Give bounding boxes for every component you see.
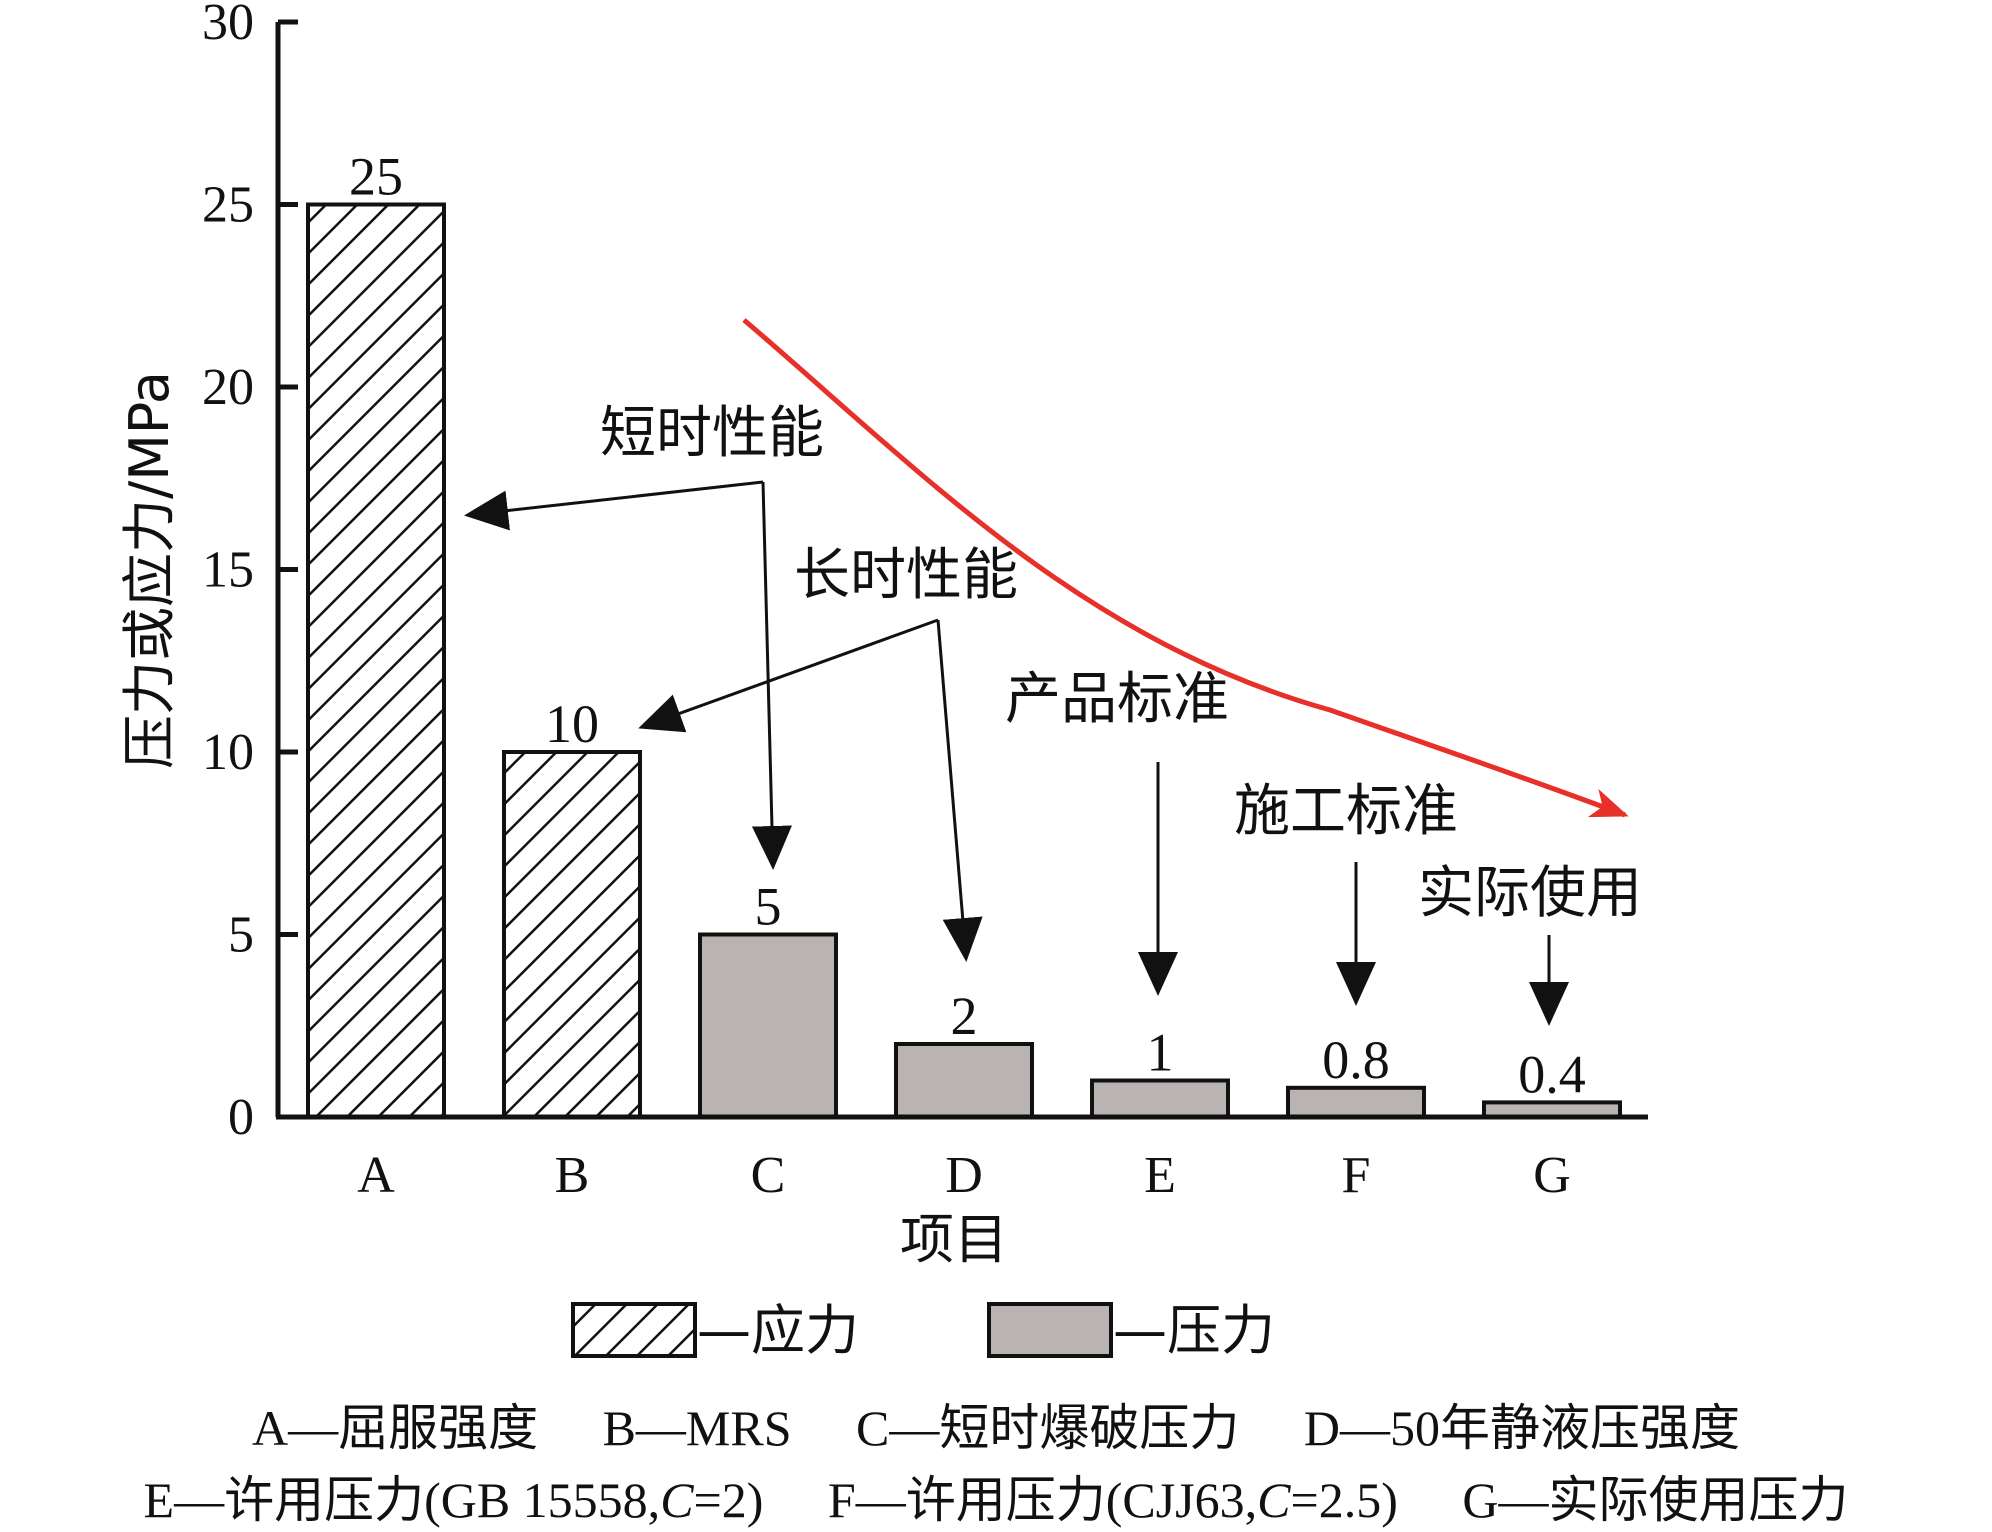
y-axis-ticks: 0 5 10 15 20 25 30 [202, 0, 298, 1146]
caption-f: F—许用压力(CJJ63,C=2.5) [827, 1472, 1398, 1528]
y-tick-label: 5 [228, 907, 254, 964]
caption-b: B—MRS [602, 1400, 792, 1456]
x-tick-label: G [1533, 1147, 1571, 1204]
annotation-actual-use: 实际使用 [1418, 861, 1642, 926]
caption-line-1: A—屈服强度 B—MRS C—短时爆破压力 D—50年静液压强度 [0, 1388, 1992, 1460]
caption-a: A—屈服强度 [251, 1400, 539, 1456]
y-tick-label: 15 [202, 542, 254, 599]
y-tick-label: 10 [202, 724, 254, 781]
legend-swatch-stress [571, 1302, 697, 1358]
annotation-product-standard: 产品标准 [1005, 667, 1229, 732]
bar-b [502, 750, 642, 1119]
y-tick-label: 0 [228, 1089, 254, 1146]
annotation-long-term-arrow-b [638, 618, 939, 733]
legend-label-stress: —应力 [697, 1299, 859, 1362]
y-tick-label: 25 [202, 177, 254, 234]
caption-d: D—50年静液压强度 [1303, 1400, 1741, 1456]
x-axis-ticks: A B C D E F G [357, 1147, 1571, 1204]
annotation-long-term: 长时性能 [794, 543, 1018, 608]
y-tick-label: 20 [202, 359, 254, 416]
y-axis-title: 压力或应力/MPa [118, 371, 181, 769]
bar-chart: 0 5 10 15 20 25 30 25 10 5 2 1 0.8 0.4 A B C D E F G 压力或应力… [118, 0, 1648, 1362]
bar-value-label: 2 [951, 986, 978, 1046]
x-tick-label: C [751, 1147, 786, 1204]
bar-value-label: 1 [1147, 1023, 1174, 1083]
x-tick-label: F [1342, 1147, 1371, 1204]
bar-value-label: 5 [755, 877, 782, 937]
x-tick-label: A [357, 1147, 395, 1204]
bar-d [894, 1042, 1034, 1119]
annotation-short-term-arrow-c [751, 481, 792, 870]
trend-arrow [742, 318, 1629, 818]
bar-value-label: 25 [349, 147, 403, 207]
legend-label-pressure: —压力 [1113, 1299, 1275, 1362]
annotation-construction-standard: 施工标准 [1234, 779, 1458, 844]
x-tick-label: E [1144, 1147, 1176, 1204]
bar-value-label: 10 [545, 694, 599, 754]
legend: —应力 —压力 [571, 1299, 1275, 1362]
annotation-short-term-arrow-a [464, 480, 764, 531]
bar-a [306, 202, 446, 1119]
caption-line-2: E—许用压力(GB 15558,C=2) F—许用压力(CJJ63,C=2.5)… [0, 1460, 1992, 1532]
caption-c: C—短时爆破压力 [856, 1400, 1240, 1456]
annotation-long-term-arrow-d [936, 619, 983, 962]
caption-g: G—实际使用压力 [1462, 1472, 1849, 1528]
y-tick-label: 30 [202, 0, 254, 51]
bar-e [1090, 1078, 1230, 1119]
legend-swatch-pressure [987, 1302, 1113, 1358]
bar-value-label: 0.8 [1322, 1030, 1390, 1090]
bars: 25 10 5 2 1 0.8 0.4 [306, 147, 1622, 1120]
caption-e: E—许用压力(GB 15558,C=2) [143, 1472, 764, 1528]
x-tick-label: B [555, 1147, 590, 1204]
bar-f [1286, 1085, 1426, 1120]
x-tick-label: D [945, 1147, 983, 1204]
bar-value-label: 0.4 [1518, 1044, 1586, 1104]
annotation-short-term: 短时性能 [600, 401, 824, 466]
bar-c [698, 932, 838, 1119]
x-axis-title: 项目 [900, 1208, 1008, 1271]
